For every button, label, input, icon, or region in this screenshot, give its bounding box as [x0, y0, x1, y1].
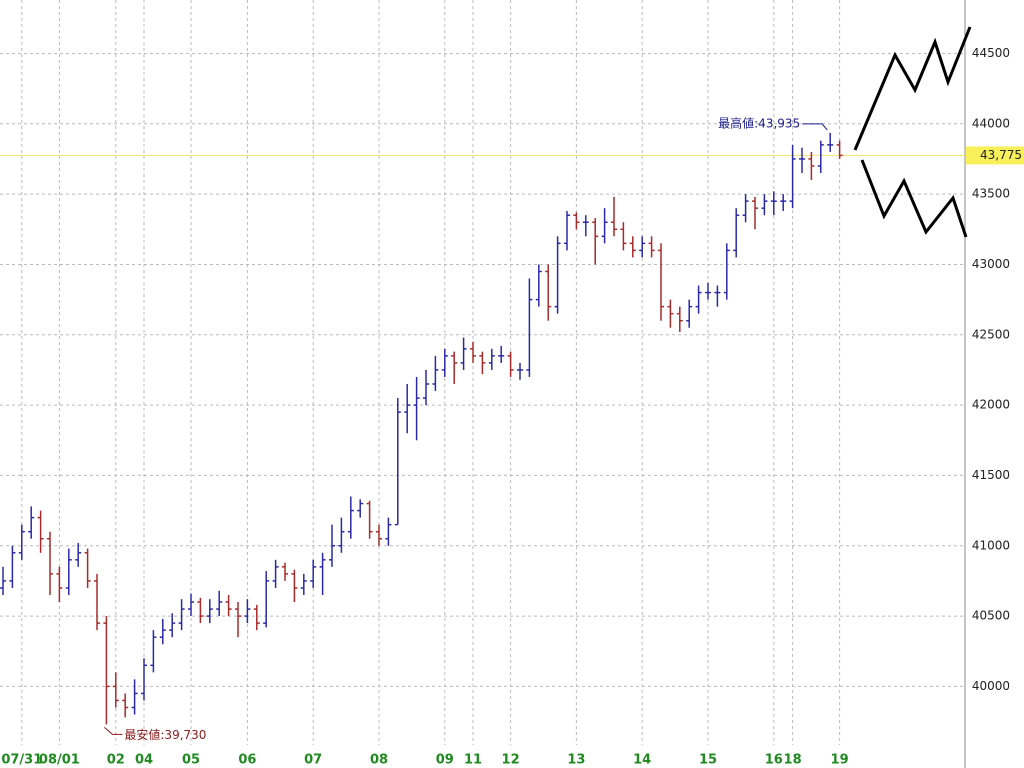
y-tick-label: 43000	[972, 257, 1010, 271]
x-tick-label: 14	[633, 753, 651, 768]
x-tick-label: 18	[784, 753, 802, 768]
x-tick-label: 05	[182, 753, 200, 768]
annotation: 最高値:43,935	[718, 115, 800, 130]
x-tick-label: 07/31	[1, 753, 42, 768]
x-tick-label: 02	[107, 753, 125, 768]
x-tick-label: 04	[135, 753, 153, 768]
y-tick-label: 41000	[972, 538, 1010, 552]
scenario-down	[860, 159, 968, 238]
y-tick-label: 40500	[972, 609, 1010, 623]
annotation: 最安値:39,730	[124, 727, 206, 742]
x-tick-label: 08	[370, 753, 388, 768]
x-tick-label: 08/01	[39, 753, 80, 768]
x-tick-label: 12	[502, 753, 520, 768]
x-tick-label: 07	[304, 753, 322, 768]
x-tick-label: 09	[436, 753, 454, 768]
plot: 40000 40500 41000 41500 42000 42500 43000 43500…	[0, 46, 1024, 768]
y-tick-label: 41500	[972, 468, 1010, 482]
x-tick-label: 06	[238, 753, 256, 768]
y-tick-label: 44000	[972, 116, 1010, 130]
last-price-box	[966, 146, 1024, 165]
x-tick-label: 19	[831, 753, 849, 768]
y-tick-label: 44500	[972, 46, 1010, 60]
x-tick-label: 11	[464, 753, 482, 768]
last-price-label: 43,775	[980, 148, 1022, 162]
x-tick-label: 16	[765, 753, 783, 768]
annotation-arrow	[802, 123, 828, 131]
y-tick-label: 42000	[972, 398, 1010, 412]
y-tick-label: 43500	[972, 187, 1010, 201]
x-tick-label: 13	[567, 753, 585, 768]
annotation-arrow	[104, 727, 123, 735]
y-tick-label: 40000	[972, 679, 1010, 693]
scenario-up	[853, 26, 972, 151]
y-tick-label: 42500	[972, 327, 1010, 341]
x-tick-label: 15	[699, 753, 717, 768]
